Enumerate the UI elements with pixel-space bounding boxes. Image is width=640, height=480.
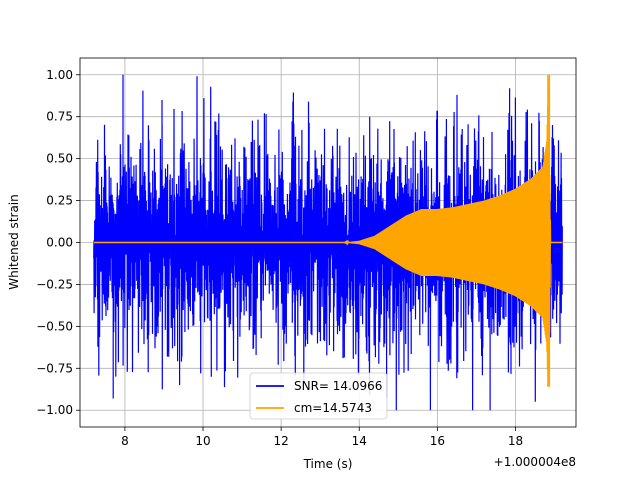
y-tick-label-0: −1.00 [36,403,73,417]
y-tick-label-7: 0.75 [46,110,73,124]
plot-area [93,74,563,411]
x-tick-label-5: 18 [508,434,523,448]
y-tick-label-2: −0.50 [36,319,73,333]
y-tick-label-4: 0.00 [46,236,73,250]
y-tick-label-6: 0.50 [46,152,73,166]
legend-label-1: cm=14.5743 [294,401,372,415]
y-tick-label-1: −0.75 [36,361,73,375]
series-cm-line [93,74,563,387]
y-tick-label-8: 1.00 [46,68,73,82]
y-tick-label-3: −0.25 [36,277,73,291]
legend-box [249,372,388,420]
x-tick-label-1: 10 [195,434,210,448]
x-tick-label-3: 14 [352,434,367,448]
x-offset-label: +1.000004e8 [494,455,576,469]
y-tick-label-5: 0.25 [46,194,73,208]
legend: SNR= 14.0966 cm=14.5743 [249,372,388,420]
x-tick-label-2: 12 [273,434,288,448]
y-axis-label: Whitened strain [7,194,21,290]
legend-label-0: SNR= 14.0966 [294,379,382,393]
x-tick-label-0: 8 [121,434,129,448]
axes: 8 10 12 14 16 18 −1.00 −0.75 −0.50 −0.25 0.00 0.25 0… [36,57,577,448]
x-axis-label: Time (s) [303,457,353,471]
x-tick-label-4: 16 [430,434,445,448]
